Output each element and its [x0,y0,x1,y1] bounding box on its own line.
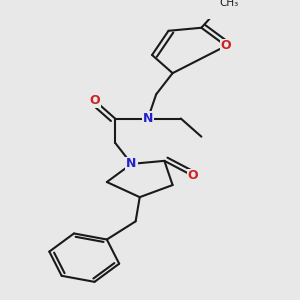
Text: O: O [221,39,231,52]
Text: N: N [143,112,153,125]
Text: N: N [126,158,137,170]
Text: O: O [89,94,100,107]
Text: O: O [188,169,199,182]
Text: CH₃: CH₃ [220,0,239,8]
